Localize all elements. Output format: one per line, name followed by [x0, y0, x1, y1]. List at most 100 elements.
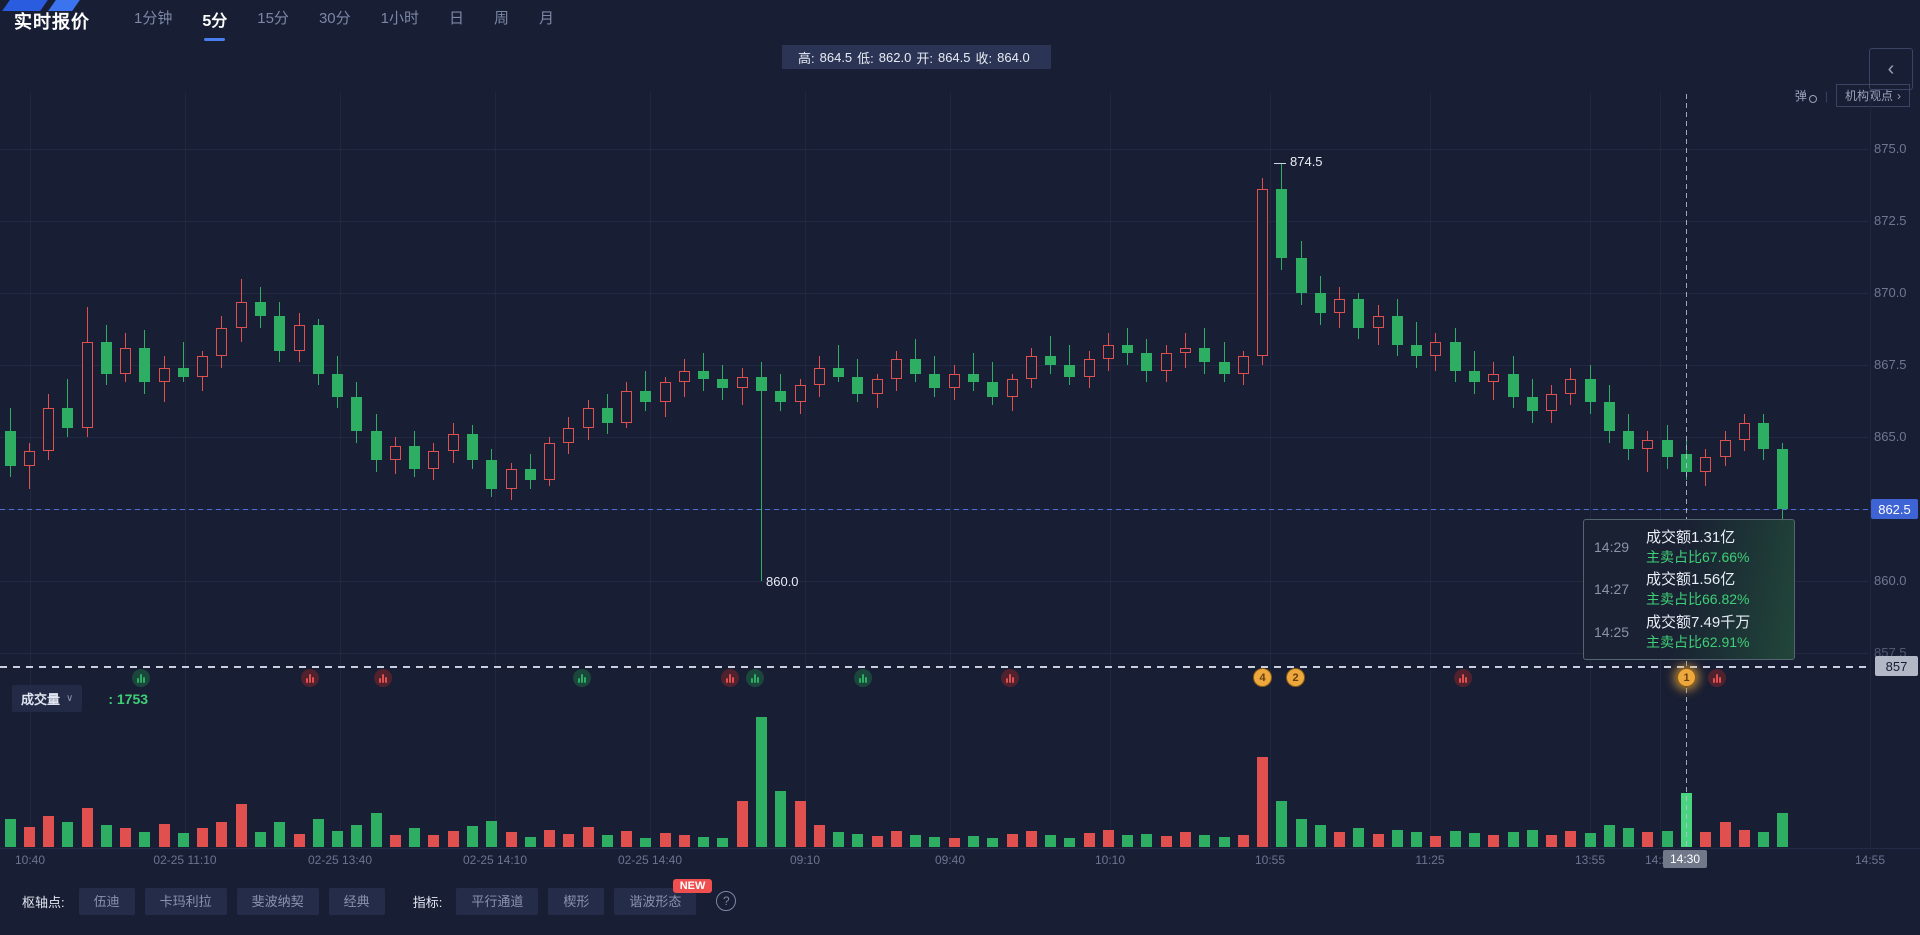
coin-news-marker[interactable]: 4 [1253, 668, 1272, 687]
volume-bar [409, 827, 421, 847]
volume-bar [1777, 812, 1789, 847]
pivot-button-0[interactable]: 伍迪 [78, 888, 135, 915]
coin-news-marker[interactable]: 2 [1286, 668, 1305, 687]
institution-view-link[interactable]: 机构观点 › [1835, 84, 1910, 107]
candlestick [158, 367, 170, 383]
candlestick [968, 373, 979, 383]
volume-bar [466, 825, 478, 847]
news-marker[interactable] [1001, 669, 1019, 687]
candlestick [1642, 439, 1654, 449]
tab-week[interactable]: 周 [493, 10, 509, 27]
news-marker[interactable] [1708, 669, 1726, 687]
tab-1min[interactable]: 1分钟 [134, 10, 173, 27]
news-marker[interactable] [854, 669, 872, 687]
candlestick [1276, 189, 1288, 259]
candlestick [544, 442, 556, 481]
candlestick [678, 370, 690, 383]
gridline-vertical [805, 92, 806, 847]
chevron-down-icon: ∨ [66, 693, 74, 704]
candlestick [1122, 344, 1134, 354]
gridline-vertical [1590, 92, 1591, 847]
volume-indicator-dropdown[interactable]: 成交量 ∨ [12, 685, 83, 712]
tooltip-time: 14:25 [1594, 623, 1630, 640]
bar-chart-icon [862, 674, 864, 683]
tooltip-ratio: 主卖占比67.66% [1646, 549, 1750, 566]
volume-bar [1719, 822, 1731, 847]
volume-bar [640, 837, 652, 847]
gridline-vertical [1430, 92, 1431, 847]
gridline-vertical [185, 92, 186, 847]
gridline-vertical [1110, 92, 1111, 847]
candlestick [1083, 359, 1095, 377]
news-marker[interactable] [301, 669, 319, 687]
price-axis-label: 870.0 [1874, 285, 1907, 300]
candlestick [1199, 347, 1211, 363]
tab-5min[interactable]: 5分 [202, 7, 227, 41]
bar-chart-icon [732, 677, 734, 683]
bar-chart-icon [1465, 677, 1467, 683]
volume-bar [1064, 837, 1076, 847]
volume-bar [1006, 834, 1018, 847]
tab-1hour[interactable]: 1小时 [380, 10, 419, 27]
indicator-button-0[interactable]: 平行通道 [456, 888, 539, 915]
volume-bar [910, 834, 922, 847]
candlestick [1430, 341, 1442, 357]
volume-bar [1218, 837, 1230, 847]
coin-news-marker[interactable]: 1 [1677, 668, 1696, 687]
candlestick [1372, 316, 1384, 328]
news-marker[interactable] [746, 669, 764, 687]
volume-bar [486, 820, 498, 847]
tab-month[interactable]: 月 [539, 10, 555, 27]
bar-chart-icon [312, 677, 314, 683]
candlestick [370, 431, 382, 461]
tab-15min[interactable]: 15分 [257, 10, 289, 27]
tooltip-amount: 成交额1.56亿 [1646, 571, 1736, 589]
collapse-panel-button[interactable]: ‹ [1869, 48, 1913, 90]
news-marker[interactable] [721, 669, 739, 687]
news-marker[interactable] [132, 669, 150, 687]
news-marker[interactable] [573, 669, 591, 687]
volume-bar [351, 825, 363, 847]
pivot-button-1[interactable]: 卡玛利拉 [144, 888, 227, 915]
candlestick [756, 376, 768, 391]
chevron-left-icon: ‹ [1887, 57, 1895, 80]
gridline-horizontal [0, 653, 1868, 654]
candlestick [1719, 439, 1731, 458]
candlestick [409, 445, 421, 469]
pivot-button-3[interactable]: 经典 [328, 888, 385, 915]
indicator-button-1[interactable]: 楔形 [548, 888, 605, 915]
candlestick [871, 379, 883, 394]
tooltip-row: 14:25 成交额7.49千万 主卖占比62.91% [1594, 613, 1784, 651]
candlestick [698, 370, 710, 380]
bar-chart-icon [584, 677, 586, 683]
pivot-button-2[interactable]: 斐波纳契 [236, 888, 319, 915]
volume-bar [544, 829, 556, 847]
candlestick [1488, 373, 1500, 383]
candlestick [81, 341, 93, 429]
volume-bar [62, 822, 74, 847]
volume-bar [23, 826, 35, 847]
candlestick [621, 390, 633, 423]
tab-30min[interactable]: 30分 [318, 10, 351, 27]
rebound-tag[interactable]: 弹 [1795, 87, 1817, 104]
news-marker[interactable] [1454, 669, 1472, 687]
news-marker[interactable] [374, 669, 392, 687]
gridline-vertical [950, 92, 951, 847]
crosshair-time-badge: 14:30 [1663, 850, 1708, 868]
candlestick [216, 327, 228, 357]
bar-chart-icon [137, 678, 139, 683]
candlestick [987, 382, 999, 397]
page-title: 实时报价 [14, 12, 90, 32]
candlestick [1391, 316, 1403, 345]
bar-chart-icon [726, 678, 728, 683]
help-button[interactable]: ? [716, 891, 737, 911]
ohlc-value: 864.5 [937, 49, 971, 65]
candlestick [1758, 422, 1770, 449]
candlestick [929, 373, 941, 389]
volume-bar [987, 837, 999, 847]
time-axis-separator [0, 848, 1920, 849]
tab-day[interactable]: 日 [448, 10, 464, 27]
bar-chart-icon [385, 677, 387, 683]
candlestick [1661, 439, 1673, 458]
